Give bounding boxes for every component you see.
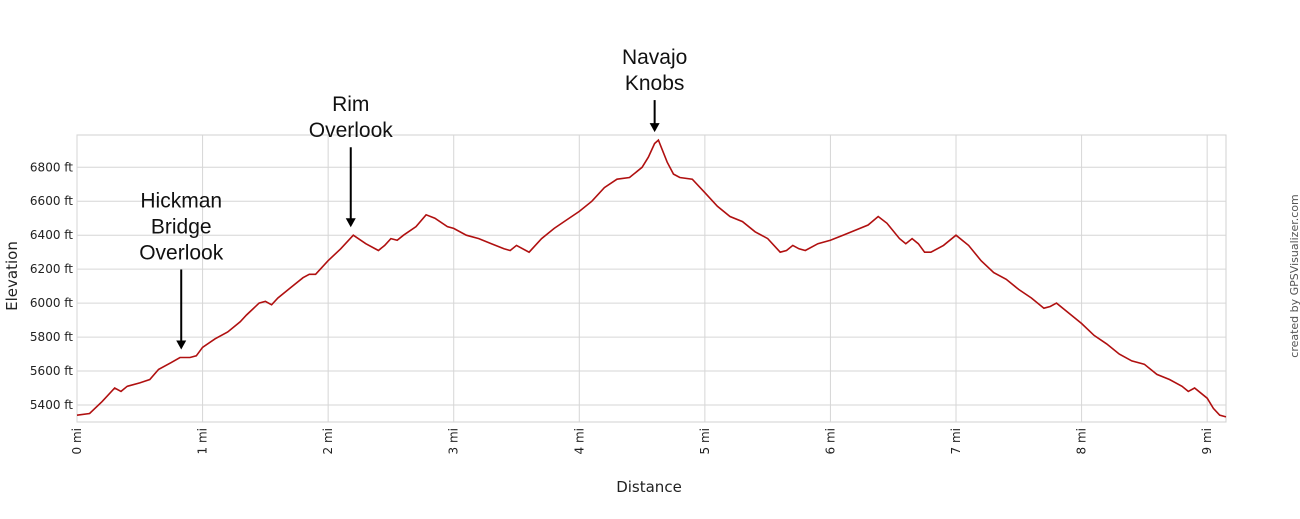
y-tick-label: 5600 ft	[30, 364, 73, 378]
annotations: Hickman Bridge Overlook Rim Overlook Navajo Kn…	[139, 46, 687, 350]
y-tick-label: 6800 ft	[30, 160, 73, 174]
annotation-label: Knobs	[625, 72, 685, 95]
credit-text: created by GPSVisualizer.com	[1288, 194, 1300, 357]
x-tick-label: 5 mi	[698, 428, 712, 454]
annotation-arrowhead	[649, 123, 660, 133]
x-tick-label: 0 mi	[70, 428, 84, 454]
y-tick-label: 6200 ft	[30, 262, 73, 276]
annotation-label: Overlook	[309, 119, 394, 142]
annotation-label: Rim	[332, 93, 369, 116]
y-tick-label: 6600 ft	[30, 194, 73, 208]
x-tick-label: 1 mi	[196, 428, 210, 454]
annotation-arrowhead	[176, 340, 187, 350]
grid	[76, 134, 1227, 423]
x-tick-label: 4 mi	[572, 428, 586, 454]
x-tick-label: 6 mi	[823, 428, 837, 454]
x-tick-label: 7 mi	[949, 428, 963, 454]
elevation-series-line	[76, 138, 1227, 418]
x-axis-title: Distance	[616, 478, 682, 496]
y-axis-title: Elevation	[3, 241, 21, 311]
annotation-label: Bridge	[151, 215, 212, 238]
x-tick-label: 8 mi	[1075, 428, 1089, 454]
x-tick-label: 9 mi	[1200, 428, 1214, 454]
x-tick-label: 2 mi	[321, 428, 335, 454]
plot-frame	[76, 134, 1227, 423]
annotation-label: Overlook	[139, 241, 224, 264]
y-tick-label: 5800 ft	[30, 330, 73, 344]
annotation-label: Hickman	[140, 189, 222, 212]
y-tick-label: 6000 ft	[30, 296, 73, 310]
y-tick-label: 6400 ft	[30, 228, 73, 242]
x-tick-label: 3 mi	[447, 428, 461, 454]
y-tick-label: 5400 ft	[30, 398, 73, 412]
y-axis-ticks: 5400 ft 5600 ft 5800 ft 6000 ft 6200 ft 6400 …	[30, 160, 73, 412]
annotation-arrowhead	[345, 218, 356, 228]
annotation-label: Navajo	[622, 46, 687, 69]
x-axis-ticks: 0 mi 1 mi 2 mi 3 mi 4 mi 5 mi 6 mi 7 mi 8 mi 9 mi	[70, 428, 1214, 454]
